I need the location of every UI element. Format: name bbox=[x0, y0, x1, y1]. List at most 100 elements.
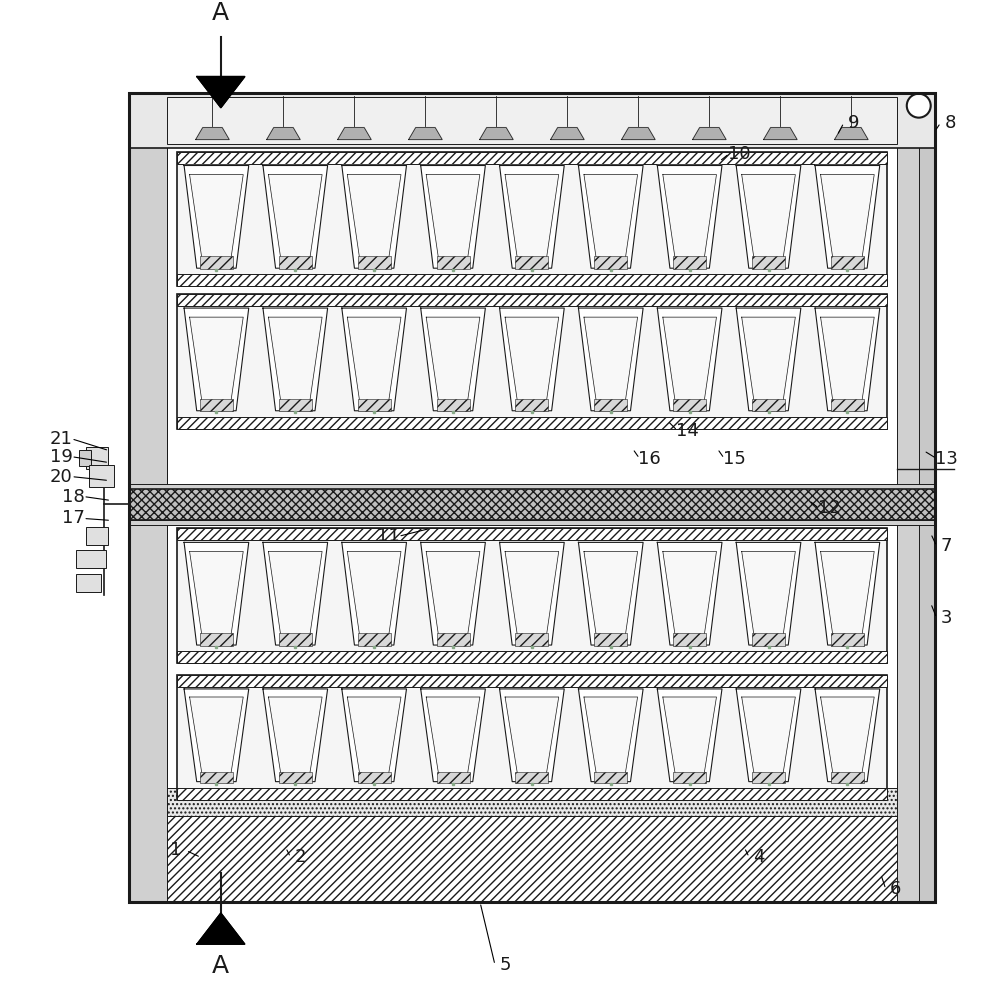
Text: 19: 19 bbox=[50, 448, 73, 466]
Polygon shape bbox=[263, 166, 328, 268]
Polygon shape bbox=[736, 689, 801, 782]
Text: 13: 13 bbox=[935, 450, 958, 468]
Polygon shape bbox=[742, 317, 795, 404]
Polygon shape bbox=[821, 551, 874, 638]
Bar bbox=[177, 675, 887, 800]
Bar bbox=[515, 256, 548, 268]
Bar bbox=[129, 93, 167, 902]
Polygon shape bbox=[578, 689, 643, 782]
Bar bbox=[673, 772, 706, 783]
Polygon shape bbox=[421, 308, 485, 411]
Bar bbox=[177, 788, 887, 800]
Bar bbox=[177, 294, 887, 306]
Bar bbox=[177, 417, 887, 429]
Bar bbox=[673, 633, 706, 645]
Polygon shape bbox=[184, 542, 249, 645]
Polygon shape bbox=[742, 551, 795, 638]
Polygon shape bbox=[578, 542, 643, 645]
Bar bbox=[897, 93, 935, 902]
Polygon shape bbox=[347, 697, 401, 776]
Bar bbox=[86, 527, 108, 545]
Polygon shape bbox=[421, 689, 485, 782]
Bar bbox=[437, 256, 470, 268]
Text: 7: 7 bbox=[941, 537, 952, 555]
Polygon shape bbox=[657, 542, 722, 645]
Polygon shape bbox=[500, 308, 564, 411]
Bar bbox=[437, 399, 470, 411]
Polygon shape bbox=[584, 551, 638, 638]
Polygon shape bbox=[347, 174, 401, 261]
Polygon shape bbox=[764, 128, 797, 140]
Polygon shape bbox=[663, 551, 716, 638]
Polygon shape bbox=[196, 128, 229, 140]
Bar bbox=[831, 399, 864, 411]
Polygon shape bbox=[663, 317, 716, 404]
Polygon shape bbox=[742, 174, 795, 261]
Bar bbox=[89, 465, 114, 487]
Bar bbox=[515, 772, 548, 783]
Bar bbox=[200, 772, 233, 783]
Polygon shape bbox=[338, 128, 371, 140]
Polygon shape bbox=[736, 542, 801, 645]
Text: 15: 15 bbox=[723, 450, 746, 468]
Text: 21: 21 bbox=[50, 430, 73, 448]
Polygon shape bbox=[821, 317, 874, 404]
Bar bbox=[129, 93, 935, 902]
Polygon shape bbox=[426, 174, 480, 261]
Bar bbox=[177, 274, 887, 286]
Bar bbox=[752, 772, 785, 783]
Polygon shape bbox=[268, 551, 322, 638]
Polygon shape bbox=[426, 551, 480, 638]
Bar bbox=[594, 633, 627, 645]
Polygon shape bbox=[663, 697, 716, 776]
Polygon shape bbox=[584, 174, 638, 261]
Bar bbox=[79, 450, 91, 466]
Text: 10: 10 bbox=[728, 145, 751, 163]
Polygon shape bbox=[197, 913, 245, 944]
Polygon shape bbox=[815, 689, 880, 782]
Polygon shape bbox=[268, 317, 322, 404]
Polygon shape bbox=[342, 542, 406, 645]
Bar bbox=[831, 633, 864, 645]
Bar bbox=[279, 256, 312, 268]
Bar bbox=[437, 772, 470, 783]
Text: A: A bbox=[212, 1, 229, 25]
Polygon shape bbox=[197, 77, 245, 108]
Polygon shape bbox=[500, 689, 564, 782]
Polygon shape bbox=[815, 542, 880, 645]
Polygon shape bbox=[184, 689, 249, 782]
Bar bbox=[919, 93, 935, 902]
Text: 1: 1 bbox=[170, 841, 182, 859]
Bar bbox=[594, 256, 627, 268]
Bar bbox=[129, 520, 935, 525]
Text: 12: 12 bbox=[818, 499, 840, 517]
Bar bbox=[437, 633, 470, 645]
Polygon shape bbox=[736, 308, 801, 411]
Polygon shape bbox=[268, 697, 322, 776]
Polygon shape bbox=[347, 317, 401, 404]
Bar bbox=[129, 93, 935, 148]
Bar bbox=[752, 399, 785, 411]
Polygon shape bbox=[821, 697, 874, 776]
Polygon shape bbox=[426, 697, 480, 776]
Bar bbox=[279, 633, 312, 645]
Polygon shape bbox=[421, 166, 485, 268]
Bar bbox=[752, 256, 785, 268]
Bar bbox=[76, 550, 106, 568]
Bar bbox=[76, 574, 101, 592]
Bar bbox=[358, 399, 391, 411]
Bar bbox=[177, 675, 887, 687]
Polygon shape bbox=[426, 317, 480, 404]
Polygon shape bbox=[342, 166, 406, 268]
Bar bbox=[673, 256, 706, 268]
Polygon shape bbox=[657, 166, 722, 268]
Polygon shape bbox=[505, 174, 559, 261]
Bar bbox=[177, 528, 887, 540]
Bar bbox=[673, 399, 706, 411]
Text: 2: 2 bbox=[295, 848, 306, 866]
Text: 8: 8 bbox=[945, 114, 956, 132]
Bar bbox=[129, 489, 935, 520]
Text: 18: 18 bbox=[62, 488, 85, 505]
Bar bbox=[129, 93, 935, 902]
Polygon shape bbox=[190, 317, 243, 404]
